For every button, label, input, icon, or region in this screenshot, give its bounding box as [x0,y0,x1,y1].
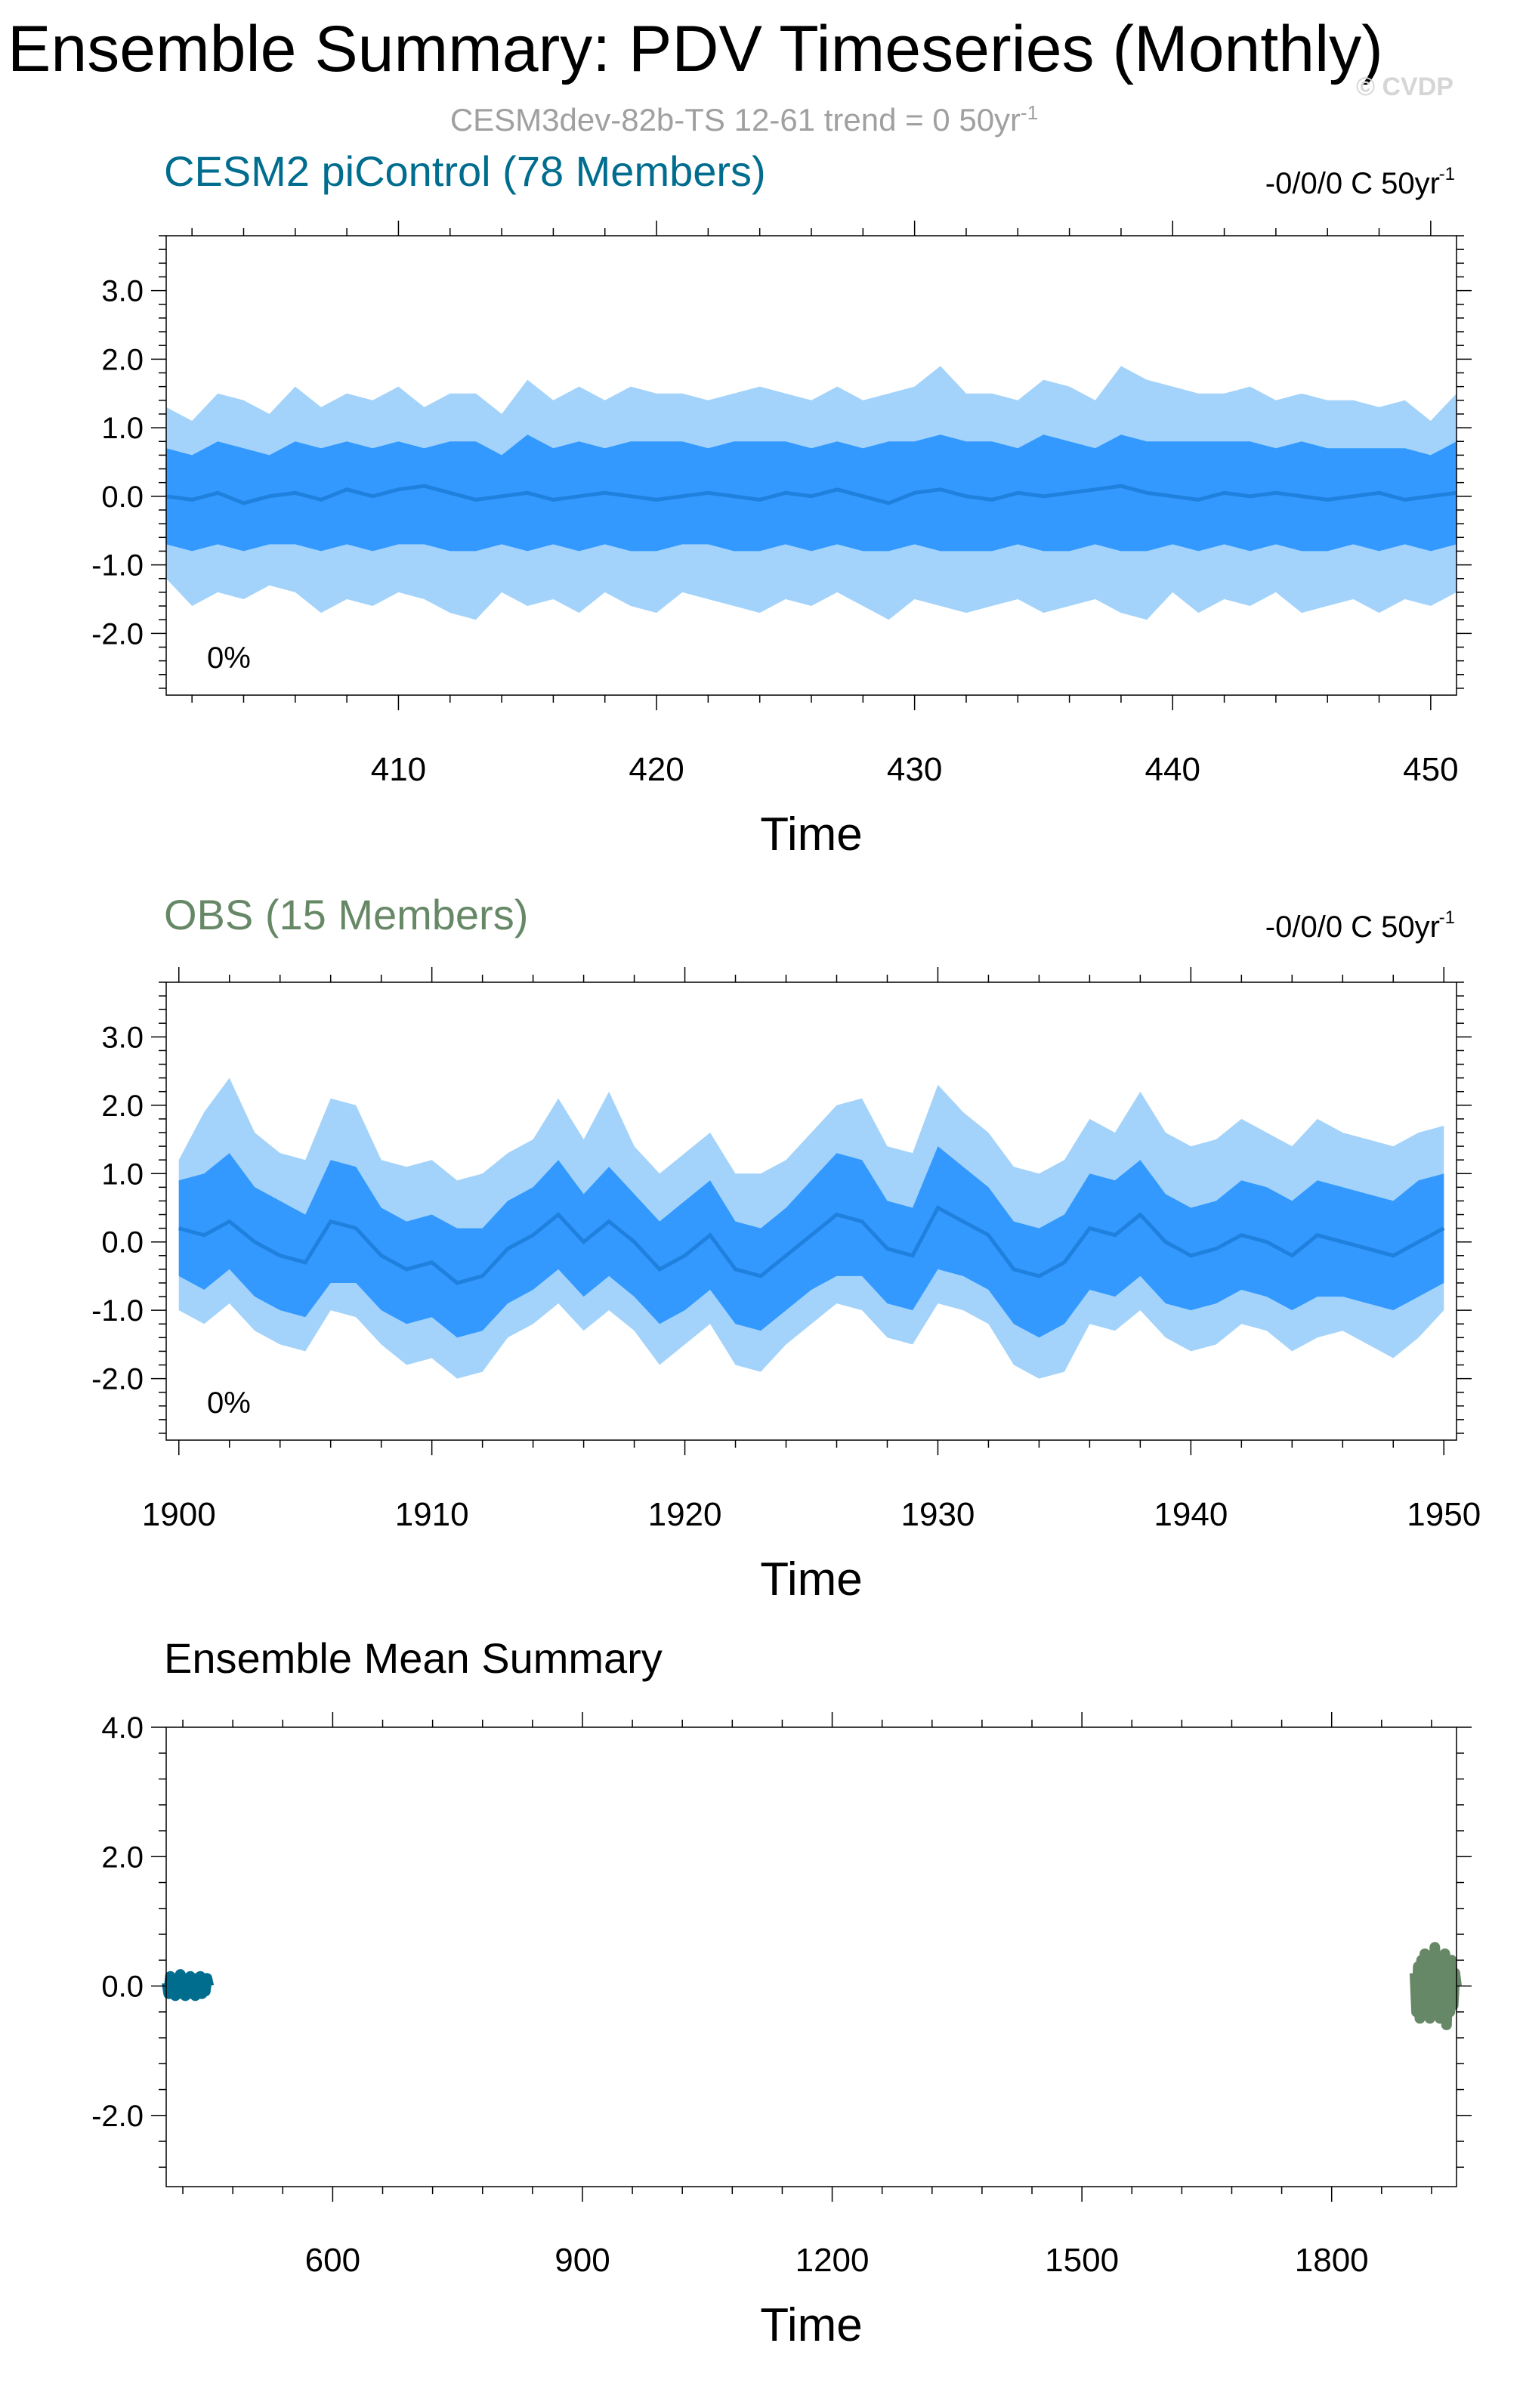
x-tick-label: 440 [1145,751,1200,788]
y-tick-label: -1.0 [91,1294,144,1328]
watermark: © CVDP [1356,73,1453,101]
x-tick-label: 1800 [1295,2242,1369,2279]
x-tick-label: 1900 [142,1496,216,1533]
ensemble-mean-line [165,484,1457,505]
x-tick-label: 1930 [901,1496,975,1533]
x-tick-label: 1200 [795,2242,870,2279]
x-tick-label: 1920 [648,1496,722,1533]
x-tick-label: 1500 [1045,2242,1119,2279]
trend-label-superscript: -1 [1439,164,1455,184]
x-tick-label: 450 [1403,751,1458,788]
y-tick-label: 2.0 [101,1841,144,1874]
y-tick-label: 4.0 [101,1711,144,1745]
percent-annotation: 0% [207,641,251,675]
x-tick-label: 420 [629,751,684,788]
page-subtitle: CESM3dev-82b-TS 12-61 trend = 0 50yr-1 [0,101,1488,138]
x-tick-label: 1910 [395,1496,469,1533]
obs-panel: OBS (15 Members) -0/0/0 C 50yr-1 0% -2.0 -1.… [91,891,1481,1606]
ensemble-mean-line [178,1205,1445,1285]
y-tick-label: 0.0 [101,1226,144,1260]
y-tick-label: 0.0 [101,481,144,514]
trend-label: -0/0/0 C 50yr [1265,167,1440,200]
page-title: Ensemble Summary: PDV Timeseries (Monthl… [8,13,1383,85]
x-tick-label: 600 [305,2242,360,2279]
inner-spread-band [178,1146,1444,1338]
percent-annotation: 0% [207,1386,251,1420]
series-line-0 [162,1969,215,2002]
x-tick-label: 410 [371,751,426,788]
x-tick-label: 430 [887,751,942,788]
inner-spread-band [166,434,1457,552]
x-tick-label: 1950 [1407,1496,1481,1533]
panel-title: OBS (15 Members) [164,891,528,938]
ensemble-mean-panel: Ensemble Mean Summary -2.0 0.0 2.0 4.0 600 900… [91,1634,1472,2351]
x-axis-label: Time [760,1553,862,1606]
y-tick-label: -2.0 [91,617,144,651]
y-tick-label: 3.0 [101,1021,144,1054]
x-axis-label: Time [760,2299,862,2351]
plot-frame [165,1726,1457,2187]
model-panel: CESM2 piControl (78 Members) -0/0/0 C 50y… [91,147,1472,861]
y-tick-label: 2.0 [101,1090,144,1123]
y-tick-label: 3.0 [101,275,144,308]
y-tick-label: 1.0 [101,1158,144,1191]
x-tick-label: 900 [555,2242,610,2279]
subtitle-text: CESM3dev-82b-TS 12-61 trend = 0 50yr [449,102,1021,138]
y-tick-label: 0.0 [101,1971,144,2004]
x-axis-label: Time [760,808,862,861]
y-tick-label: -2.0 [91,2100,144,2133]
series-line-1 [1409,1942,1462,2030]
y-tick-label: -1.0 [91,549,144,583]
y-tick-label: 1.0 [101,412,144,445]
y-tick-label: -2.0 [91,1363,144,1396]
plot-frame [165,981,1457,1441]
trend-label-superscript: -1 [1439,907,1455,928]
trend-label: -0/0/0 C 50yr [1265,910,1440,944]
x-tick-label: 1940 [1154,1496,1228,1533]
subtitle-superscript: -1 [1021,101,1039,124]
panel-title: Ensemble Mean Summary [164,1634,663,1682]
y-tick-label: 2.0 [101,343,144,376]
panel-title: CESM2 piControl (78 Members) [164,147,766,195]
